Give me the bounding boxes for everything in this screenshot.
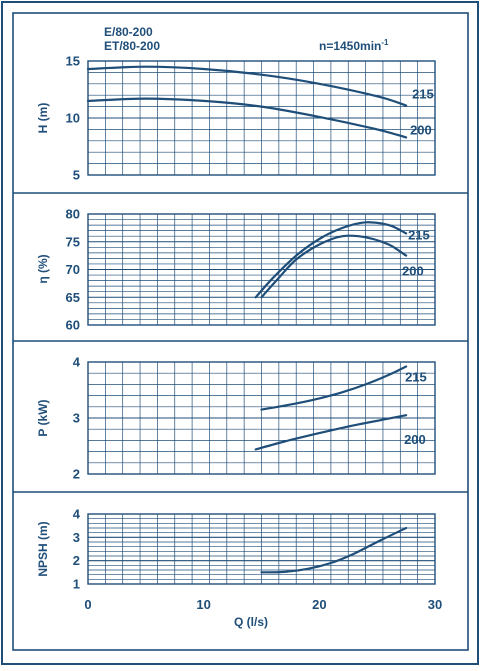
plot-panel-4: 4 3 2 1 NPSH (m) 0 10 20 30 Q (l/s): [36, 507, 442, 630]
inner-frame: [12, 12, 469, 651]
y-tick-label: 5: [73, 168, 80, 183]
y-tick-label: 4: [73, 355, 81, 370]
curve-label-200: 200: [402, 264, 424, 279]
model-name-line1: E/80-200: [104, 25, 153, 39]
curve-label-200: 200: [410, 122, 432, 137]
model-name-line2: ET/80-200: [104, 39, 160, 53]
curve-label-215: 215: [405, 369, 427, 384]
x-tick-label: 10: [196, 597, 210, 612]
y-tick-label: 2: [73, 467, 80, 482]
y-tick-label: 65: [66, 290, 80, 305]
y-tick-label: 15: [66, 54, 80, 69]
y-axis-label: P (kW): [36, 399, 50, 436]
y-tick-label: 4: [73, 507, 81, 522]
y-tick-label: 60: [66, 318, 80, 333]
y-axis-label: η (%): [36, 254, 50, 283]
plot-border: [87, 361, 436, 475]
speed-value: n=1450min: [319, 39, 381, 53]
curve-215: [260, 365, 408, 411]
x-tick-label: 30: [428, 597, 442, 612]
y-tick-label: 3: [73, 530, 80, 545]
x-tick-label: 0: [84, 597, 91, 612]
curve-npsh: [260, 526, 408, 574]
plot-panel-1: 15 10 5 H (m) 215 200: [36, 54, 436, 183]
plot-panel-2: 80 75 70 65 60 η (%) 215 200: [36, 207, 436, 333]
plot-border: [87, 60, 436, 176]
y-tick-label: 70: [66, 262, 80, 277]
plot-border: [87, 513, 436, 585]
y-tick-label: 1: [73, 577, 80, 592]
y-axis-label: H (m): [36, 103, 50, 134]
y-axis-label: NPSH (m): [36, 521, 50, 576]
curve-200: [260, 234, 408, 299]
y-tick-label: 75: [66, 234, 80, 249]
x-tick-label: 20: [312, 597, 326, 612]
curve-215: [254, 221, 408, 299]
curve-label-200: 200: [404, 432, 426, 447]
curve-label-215: 215: [408, 227, 430, 242]
plot-border: [87, 213, 436, 326]
speed-exponent: -1: [381, 38, 389, 47]
x-axis-label: Q (l/s): [234, 615, 268, 629]
plot-panel-3: 4 3 2 P (kW) 215 200: [36, 355, 436, 482]
curve-200: [254, 414, 408, 451]
curve-200: [86, 97, 408, 139]
y-tick-label: 80: [66, 207, 80, 222]
curve-label-215: 215: [412, 86, 434, 101]
speed-label: n=1450min-1: [319, 38, 389, 53]
y-tick-label: 3: [73, 411, 80, 426]
curve-215: [86, 65, 408, 107]
y-tick-label: 2: [73, 553, 80, 568]
y-tick-label: 10: [66, 111, 80, 126]
